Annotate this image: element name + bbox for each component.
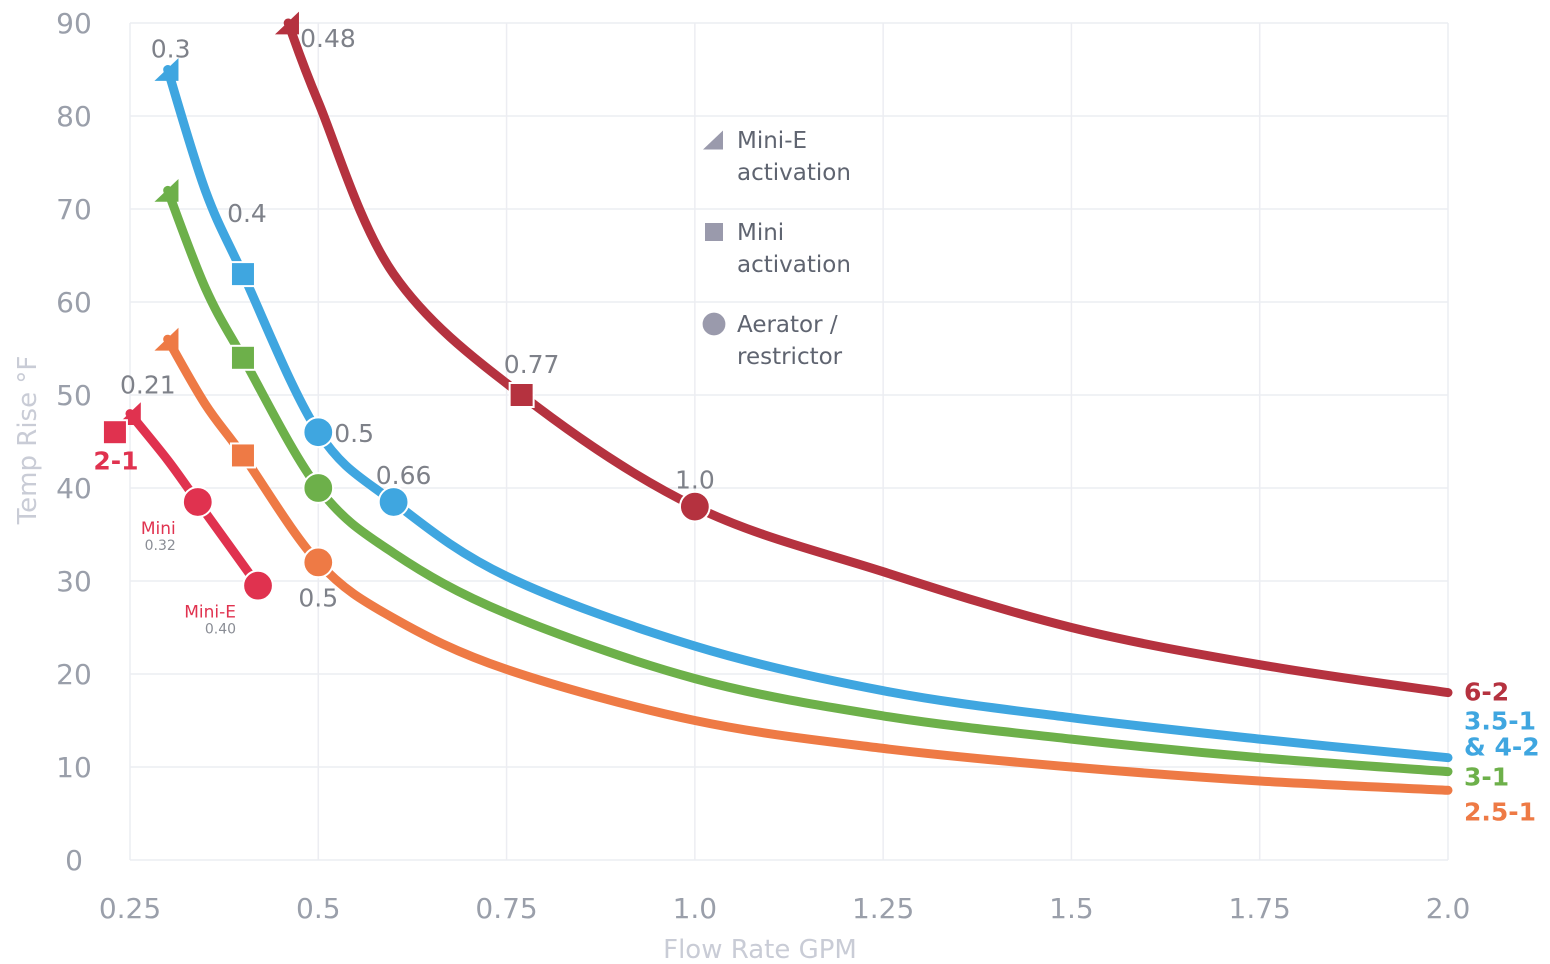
marker-circle <box>302 472 335 504</box>
series-label: 3.5-1 <box>1464 707 1536 736</box>
legend-square-icon <box>703 221 725 243</box>
legend-label: Mini <box>737 220 784 246</box>
y-tick-label: 60 <box>56 286 92 319</box>
marker-value-label: 0.48 <box>300 24 356 53</box>
series-label: 3-1 <box>1464 763 1509 792</box>
x-tick-label: 1.5 <box>1049 892 1094 925</box>
x-tick-label: 2.0 <box>1426 892 1471 925</box>
x-axis-title: Flow Rate GPM <box>663 935 857 964</box>
legend-triangle-icon <box>703 130 723 150</box>
marker-triangle <box>154 58 179 81</box>
y-tick-label: 20 <box>56 658 92 691</box>
marker-circle <box>181 486 214 518</box>
x-tick-label: 0.75 <box>475 892 537 925</box>
marker-square <box>229 344 256 371</box>
marker-name-label: Mini-E <box>184 603 236 623</box>
legend-label: activation <box>737 252 851 278</box>
legend-label: activation <box>737 160 851 186</box>
x-tick-label: 1.25 <box>852 892 914 925</box>
series-label: 6-2 <box>1464 678 1509 707</box>
legend-label: Aerator / <box>737 312 838 338</box>
marker-value-label: 0.21 <box>120 371 176 400</box>
marker-value-label: 0.5 <box>298 583 338 612</box>
marker-value-label: 0.4 <box>227 199 267 228</box>
marker-value-label: 0.66 <box>376 461 432 490</box>
y-tick-label: 50 <box>56 379 92 412</box>
legend-circle-icon <box>700 310 728 338</box>
marker-value-label: 0.3 <box>151 35 191 64</box>
marker-circle <box>377 486 410 518</box>
marker-square <box>229 261 256 288</box>
marker-triangle <box>154 327 179 351</box>
series-markers: 0.480.771.00.30.40.50.660.50.21Mini0.32M… <box>101 11 715 638</box>
y-tick-label: 80 <box>56 100 92 133</box>
marker-circle <box>302 416 335 449</box>
marker-triangle <box>274 11 299 35</box>
marker-triangle <box>116 402 141 425</box>
marker-circle <box>302 546 335 579</box>
series-label: 2.5-1 <box>1464 797 1536 826</box>
marker-circle <box>678 490 711 523</box>
y-axis-ticks: 0 10 20 30 40 50 60 70 80 90 <box>56 7 92 877</box>
y-tick-label: 0 <box>65 844 83 877</box>
marker-name-label: Mini <box>141 519 176 539</box>
marker-triangle <box>154 179 179 202</box>
legend: Mini-E activation Mini activation Aerator / r… <box>700 128 851 370</box>
legend-label: restrictor <box>737 344 843 370</box>
x-axis-ticks: 0.25 0.5 0.75 1.0 1.25 1.5 1.75 2.0 <box>99 892 1470 925</box>
y-tick-label: 90 <box>56 7 92 40</box>
marker-value-label: 0.77 <box>504 350 560 379</box>
marker-value-label: 0.40 <box>205 622 236 638</box>
x-tick-label: 1.75 <box>1229 892 1291 925</box>
x-tick-label: 1.0 <box>673 892 718 925</box>
y-tick-label: 10 <box>56 751 92 784</box>
marker-circle <box>242 569 274 602</box>
marker-value-label: 0.5 <box>334 419 374 448</box>
series-labels: 6-23.5-1& 4-23-1 2.5-1 2-1 <box>93 447 1539 827</box>
series-line <box>283 18 1453 698</box>
marker-square <box>229 442 256 469</box>
y-tick-label: 30 <box>56 565 92 598</box>
series-label-2-1: 2-1 <box>93 447 138 476</box>
marker-square <box>101 419 128 446</box>
x-tick-label: 0.5 <box>296 892 341 925</box>
marker-value-label: 0.32 <box>145 538 176 554</box>
y-axis-title: Temp Rise °F <box>13 356 43 526</box>
series-line <box>163 334 1453 795</box>
legend-label: Mini-E <box>737 128 807 154</box>
y-tick-label: 70 <box>56 193 92 226</box>
marker-square <box>508 382 535 408</box>
marker-value-label: 1.0 <box>675 466 715 495</box>
y-tick-label: 40 <box>56 472 92 505</box>
x-tick-label: 0.25 <box>99 892 161 925</box>
series-label: & 4-2 <box>1464 733 1540 762</box>
